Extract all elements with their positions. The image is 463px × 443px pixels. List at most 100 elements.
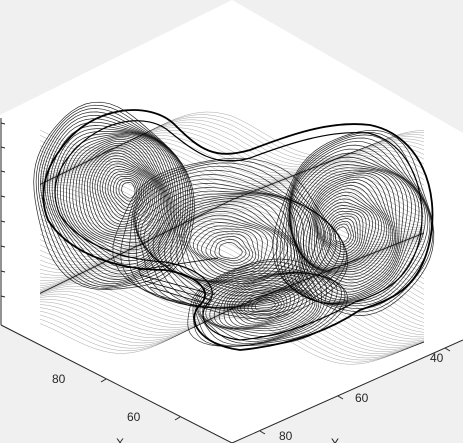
y-tick-label: 80 (279, 429, 293, 443)
mesh-line (104, 168, 146, 217)
mesh-line (147, 193, 304, 300)
mesh-line (321, 208, 367, 260)
mesh-line (39, 132, 425, 174)
mesh-line (102, 166, 148, 220)
mesh-line (89, 152, 158, 232)
mesh-line (192, 261, 346, 347)
mesh-line (196, 228, 260, 272)
mesh-line (39, 233, 425, 277)
mesh-line (39, 304, 425, 355)
mesh-line (46, 121, 182, 280)
mesh-line (35, 104, 193, 289)
mesh-line (39, 163, 425, 218)
wireframe-mesh (33, 101, 435, 365)
mesh-line (39, 203, 425, 252)
mesh-line (39, 317, 425, 365)
mesh-line (39, 184, 425, 237)
mesh-line (176, 203, 292, 284)
mesh-line (205, 273, 320, 337)
mesh-line (210, 236, 250, 264)
mesh-line (97, 160, 152, 225)
mesh-line (39, 174, 425, 229)
mesh-line (192, 225, 263, 274)
mesh-line (194, 264, 343, 347)
y-tick-label: 40 (430, 351, 444, 365)
mesh-line (39, 220, 425, 266)
mesh-line (229, 284, 304, 327)
mesh-line (39, 127, 425, 170)
mesh-line (60, 133, 173, 265)
mesh-line (223, 279, 311, 329)
mesh-line (39, 239, 425, 281)
mesh-line (39, 249, 425, 289)
mesh-line (39, 119, 425, 164)
mesh-line (39, 310, 425, 359)
mesh-line (334, 226, 349, 243)
mesh-line (236, 290, 291, 321)
mesh-line (315, 191, 382, 270)
mesh-line (39, 181, 425, 235)
mesh-line (39, 283, 424, 338)
mesh-line (218, 242, 243, 259)
mesh-line (42, 109, 434, 351)
x-tick-label: 80 (52, 372, 66, 386)
mesh-line (39, 278, 425, 333)
mesh-line (39, 267, 425, 319)
mesh-line (330, 220, 354, 248)
mesh-line (214, 238, 247, 262)
mesh-line (39, 176, 425, 231)
mesh-line (39, 153, 425, 201)
mesh-line (57, 132, 174, 269)
mesh-line (209, 274, 318, 334)
mesh-line (39, 293, 425, 346)
mesh-line (107, 171, 144, 214)
mesh-line (99, 163, 150, 223)
mesh-line (218, 277, 314, 329)
mesh-line (39, 117, 425, 161)
mesh-line (319, 205, 370, 263)
mesh-line (39, 158, 425, 210)
mesh-line (72, 139, 167, 251)
mesh-line (213, 275, 316, 332)
mesh-line (326, 215, 359, 253)
mesh-line (39, 288, 425, 342)
mesh-line (39, 215, 425, 262)
mesh-line (197, 270, 333, 344)
mesh-line (39, 270, 425, 323)
mesh-line (39, 298, 425, 350)
mesh-line (39, 142, 425, 182)
mesh-line (328, 218, 357, 250)
x-axis-line (0, 324, 233, 443)
mesh-line (276, 132, 434, 313)
mesh-line (170, 200, 296, 287)
mesh-line (300, 174, 395, 284)
mesh-line (247, 295, 282, 315)
mesh-line (39, 252, 425, 292)
mesh-line (39, 124, 425, 168)
mesh-line (39, 301, 425, 352)
mesh-line (86, 149, 159, 234)
mesh-line (226, 282, 308, 328)
mesh-line (39, 148, 425, 191)
mesh-line (37, 108, 191, 288)
mesh-line (287, 140, 429, 305)
mesh-line (39, 150, 425, 196)
mesh-line (39, 291, 425, 344)
mesh-line (39, 198, 425, 247)
mesh-line (39, 168, 425, 224)
mesh-line (39, 210, 425, 258)
mesh-line (39, 137, 425, 178)
mesh-line (289, 156, 416, 302)
mesh-line (115, 178, 139, 205)
mesh-line (137, 257, 219, 306)
mesh-line (39, 140, 425, 180)
x-tick-label: 60 (127, 410, 141, 424)
mesh-line (293, 169, 400, 293)
mesh-line (183, 214, 279, 280)
mesh-line (44, 118, 184, 283)
mesh-line (240, 291, 288, 319)
mesh-line (158, 195, 300, 293)
mesh-line (39, 187, 425, 239)
mesh-line (39, 111, 425, 157)
